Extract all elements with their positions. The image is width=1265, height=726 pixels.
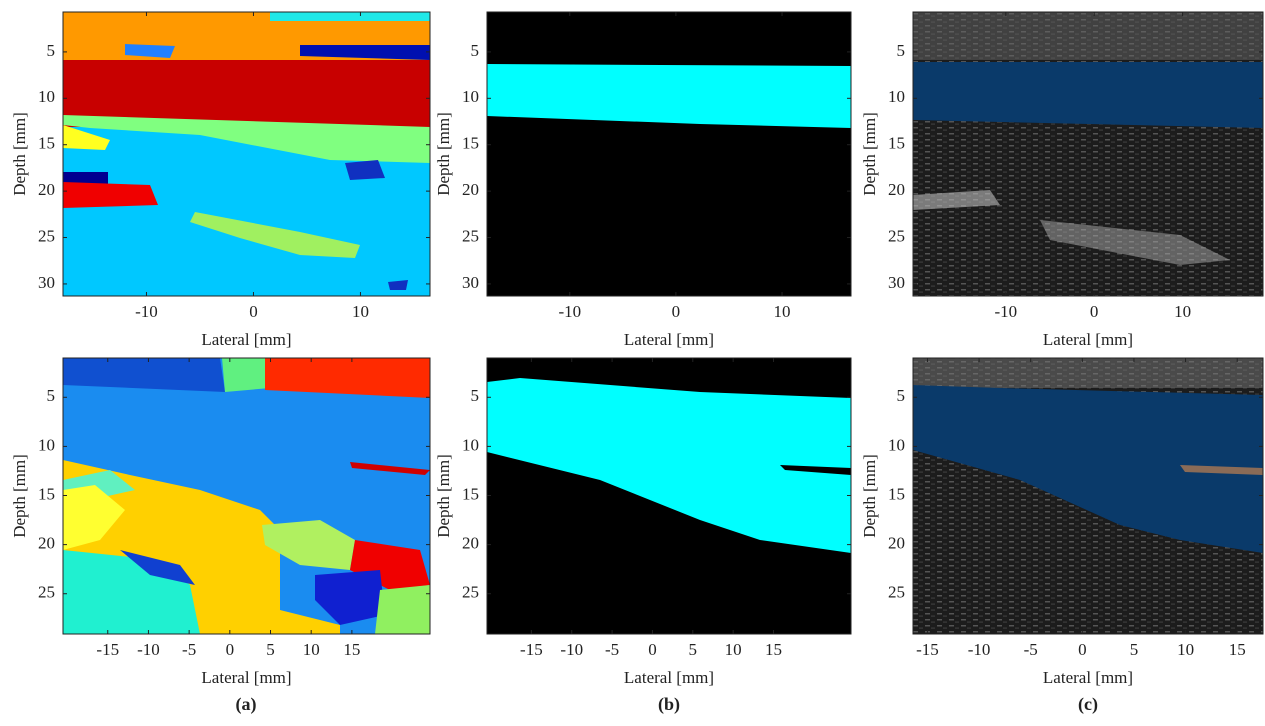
y-tick-label: 25 [888,583,905,602]
x-axis-label: Lateral [mm] [624,330,714,349]
y-tick-label: 5 [47,386,56,405]
x-axis-label: Lateral [mm] [1043,330,1133,349]
y-tick-label: 20 [888,534,905,553]
x-tick-label: 5 [1130,640,1139,659]
y-tick-label: 10 [462,87,479,106]
x-tick-label: -10 [560,640,583,659]
axes-frame [486,11,852,297]
x-tick-label: -10 [994,302,1017,321]
y-tick-label: 15 [888,134,905,153]
y-tick-label: 30 [38,273,55,292]
y-tick-label: 30 [462,273,479,292]
y-tick-label: 10 [462,435,479,454]
x-tick-label: 15 [1229,640,1246,659]
y-tick-label: 25 [38,226,55,245]
x-tick-label: -10 [968,640,991,659]
x-tick-label: 15 [765,640,782,659]
y-tick-label: 20 [462,180,479,199]
y-tick-label: 5 [897,386,906,405]
x-tick-label: 0 [249,302,258,321]
y-tick-label: 25 [888,226,905,245]
segmentation-image [63,358,430,634]
ultrasound-image [913,12,1263,296]
mask-image [487,12,851,296]
x-tick-label: -5 [182,640,196,659]
y-tick-label: 15 [888,484,905,503]
x-tick-label: -15 [96,640,119,659]
x-tick-label: 10 [1174,302,1191,321]
x-axis-label: Lateral [mm] [1043,668,1133,687]
x-tick-label: -5 [605,640,619,659]
y-axis-label: Depth [mm] [860,454,879,538]
y-tick-label: 25 [38,583,55,602]
x-tick-label: 0 [672,302,681,321]
y-tick-label: 30 [888,273,905,292]
x-tick-label: 0 [1078,640,1087,659]
x-tick-label: -15 [520,640,543,659]
mask-image [487,358,851,634]
x-tick-label: -5 [1024,640,1038,659]
y-tick-label: 10 [888,435,905,454]
axes-frame [62,11,431,297]
y-tick-label: 15 [38,134,55,153]
caption: (a) [236,694,257,715]
x-tick-label: 0 [226,640,235,659]
x-tick-label: 0 [1090,302,1099,321]
x-tick-label: 5 [266,640,275,659]
x-tick-label: 10 [1177,640,1194,659]
y-tick-label: 25 [462,583,479,602]
caption: (c) [1078,694,1098,715]
x-axis-label: Lateral [mm] [624,668,714,687]
x-tick-label: 5 [689,640,698,659]
y-axis-label: Depth [mm] [434,454,453,538]
y-axis-label: Depth [mm] [434,112,453,196]
y-tick-label: 20 [888,180,905,199]
y-tick-label: 5 [471,386,480,405]
y-tick-label: 10 [38,87,55,106]
x-tick-label: -10 [558,302,581,321]
x-tick-label: -10 [137,640,160,659]
y-tick-label: 15 [462,134,479,153]
x-tick-label: -10 [135,302,158,321]
y-tick-label: 15 [38,484,55,503]
segmentation-image [63,12,430,296]
y-tick-label: 20 [462,534,479,553]
x-axis-label: Lateral [mm] [201,330,291,349]
y-axis-label: Depth [mm] [860,112,879,196]
y-tick-label: 10 [888,87,905,106]
x-tick-label: -15 [916,640,939,659]
y-axis-label: Depth [mm] [10,454,29,538]
y-tick-label: 5 [47,41,56,60]
y-tick-label: 5 [897,41,906,60]
y-tick-label: 20 [38,180,55,199]
x-tick-label: 10 [774,302,791,321]
x-tick-label: 10 [725,640,742,659]
x-tick-label: 10 [303,640,320,659]
x-tick-label: 10 [352,302,369,321]
x-tick-label: 0 [648,640,657,659]
axes-frame [912,11,1264,297]
y-tick-label: 25 [462,226,479,245]
x-axis-label: Lateral [mm] [201,668,291,687]
caption: (b) [658,694,680,715]
ultrasound-image [913,358,1263,634]
y-tick-label: 5 [471,41,480,60]
y-tick-label: 10 [38,435,55,454]
y-axis-label: Depth [mm] [10,112,29,196]
y-tick-label: 15 [462,484,479,503]
x-tick-label: 15 [343,640,360,659]
y-tick-label: 20 [38,534,55,553]
